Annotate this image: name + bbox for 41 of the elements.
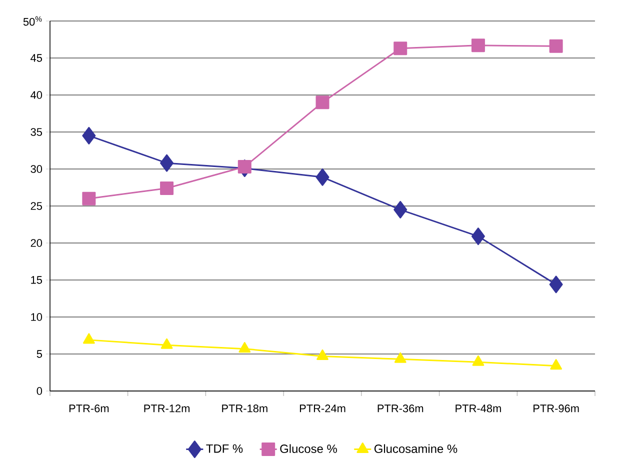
point (471, 228, 485, 246)
point (160, 181, 174, 195)
y-tick-label: 0 (36, 387, 42, 395)
y-tick-label: 40 (30, 91, 42, 99)
x-tick-label: PTR-24m (300, 404, 346, 412)
point (394, 352, 406, 363)
y-tick-label: 25 (30, 202, 42, 210)
y-tick-label: 10 (31, 313, 42, 321)
y-tick-label: 5 (36, 350, 42, 358)
point (82, 333, 95, 344)
point (394, 200, 408, 218)
point (550, 359, 562, 370)
y-tick-label: 45 (30, 54, 42, 62)
x-tick-label: PTR-96m (534, 404, 579, 412)
point (160, 338, 173, 349)
point (549, 276, 563, 294)
y-tick-label: 30 (30, 165, 42, 173)
y-tick-label: 35 (30, 128, 42, 136)
x-tick-label: PTR-48m (456, 404, 501, 412)
point (82, 126, 96, 144)
point (238, 160, 252, 174)
point (160, 154, 174, 172)
point (471, 38, 485, 52)
point (82, 192, 96, 206)
legend-label: Glucosamine % (374, 444, 458, 453)
y-tick-label: 50$^{%}$ (23, 16, 42, 26)
legend-label: Glucose % (280, 444, 337, 453)
point (238, 342, 251, 353)
y-tick-label: 15 (31, 276, 42, 284)
point (472, 355, 484, 366)
point (316, 96, 330, 110)
point (549, 39, 563, 53)
x-tick-label: PTR-12m (144, 404, 190, 412)
point (394, 42, 408, 56)
y-tick-label: 20 (30, 239, 42, 247)
point (316, 349, 328, 360)
x-tick-label: PTR-36m (378, 404, 424, 412)
x-tick-label: PTR-18m (222, 404, 268, 412)
point (316, 168, 330, 186)
x-tick-label: PTR-6m (69, 404, 109, 412)
legend-label: TDF % (206, 444, 243, 453)
